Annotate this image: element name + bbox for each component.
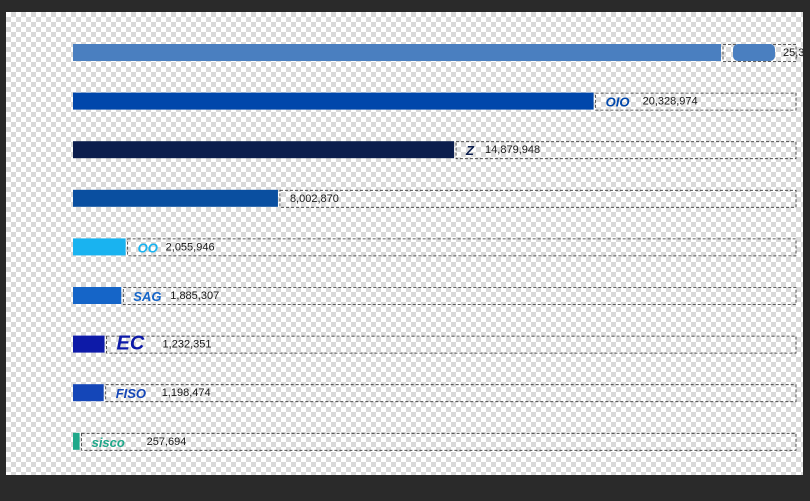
- value-label: 25,303,500: [783, 47, 803, 59]
- bar: [73, 335, 105, 353]
- bar: [73, 287, 122, 304]
- value-label: 20,328,974: [643, 96, 698, 108]
- bar: [73, 44, 721, 61]
- label-frame: [106, 335, 797, 354]
- brand-logo: EC: [117, 333, 145, 355]
- brand-logo: sisco: [92, 435, 125, 450]
- bar: [73, 141, 455, 159]
- brand-logo: FISO: [116, 386, 146, 401]
- value-label: 1,232,351: [163, 339, 212, 351]
- value-label: 1,885,307: [170, 290, 219, 302]
- label-frame: [122, 287, 797, 305]
- value-label: 14,879,948: [485, 144, 540, 156]
- brand-logo: [733, 44, 775, 61]
- label-frame: [279, 189, 797, 208]
- chart-canvas: 25,303,500 OIO 20,328,974 Z 14,879,948 8,002,…: [6, 12, 803, 475]
- value-label: 1,198,474: [162, 387, 211, 399]
- label-frame: [105, 384, 797, 403]
- bar: [73, 92, 594, 110]
- label-frame: [595, 92, 797, 111]
- bar: [73, 384, 104, 402]
- bar: [73, 189, 278, 207]
- brand-logo: SAG: [133, 289, 161, 304]
- label-frame: [127, 238, 797, 257]
- brand-logo: Z: [465, 143, 475, 158]
- bar: [73, 238, 126, 256]
- value-label: 8,002,870: [290, 193, 339, 205]
- value-label: 257,694: [147, 436, 187, 448]
- brand-logo: OIO: [606, 95, 630, 110]
- bar-chart: 25,303,500 OIO 20,328,974 Z 14,879,948 8,002,…: [73, 44, 803, 451]
- value-label: 2,055,946: [166, 241, 215, 253]
- brand-logo: OO: [138, 240, 158, 255]
- label-frame: [81, 432, 797, 451]
- label-frame: [455, 141, 797, 160]
- bar: [73, 432, 80, 450]
